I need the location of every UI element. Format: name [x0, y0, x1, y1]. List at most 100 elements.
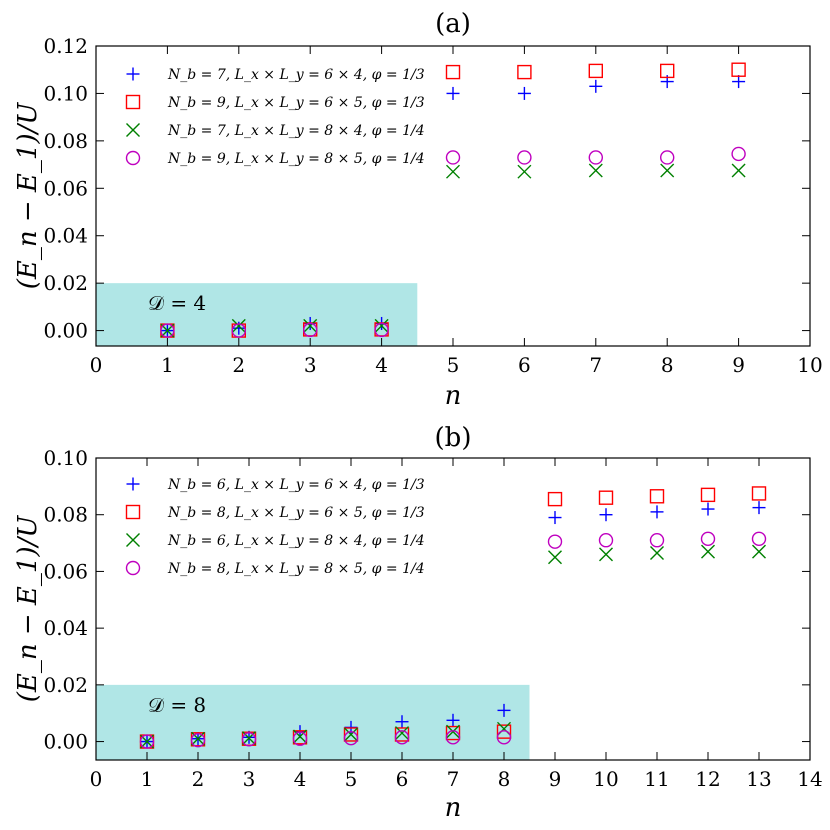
- y-tick-label: 0.08: [43, 503, 88, 527]
- y-tick-label: 0.02: [43, 271, 88, 295]
- x-tick-label: 10: [593, 767, 618, 791]
- x-tick-label: 5: [447, 353, 460, 377]
- y-tick-label: 0.06: [43, 559, 88, 583]
- legend-marker-circle: [125, 560, 141, 576]
- x-tick-label: 1: [141, 767, 154, 791]
- legend: N_b = 6, L_x × L_y = 6 × 4, φ = 1/3 N_b …: [125, 477, 425, 577]
- y-tick-label: 0.08: [43, 129, 88, 153]
- legend-entry: N_b = 6, L_x × L_y = 6 × 4, φ = 1/3: [126, 477, 425, 493]
- legend-entry: N_b = 6, L_x × L_y = 8 × 4, φ = 1/4: [126, 533, 425, 549]
- y-axis-label: (E_n − E_1)/U: [13, 102, 43, 290]
- x-tick-label: 9: [549, 767, 562, 791]
- x-tick-label: 14: [797, 767, 822, 791]
- legend-entry: N_b = 8, L_x × L_y = 6 × 5, φ = 1/3: [125, 504, 425, 521]
- panel-b: 𝒟 = 8 0 1 2 3 4 5 6 7 8 9 10 11 12 13 140.000.020.040.…: [13, 423, 823, 823]
- y-axis-label: (E_n − E_1)/U: [13, 515, 43, 703]
- circle-marker: [445, 730, 461, 745]
- square-marker: [343, 727, 359, 742]
- data-markers: [139, 486, 767, 749]
- x-tick-label: 4: [294, 767, 307, 791]
- legend-marker-square: [125, 504, 141, 520]
- x-tick-label: 6: [396, 767, 409, 791]
- cross-marker: [374, 318, 389, 333]
- cross-marker: [599, 547, 613, 562]
- y-tick-label: 0.00: [43, 319, 88, 343]
- plus-marker: [752, 501, 766, 515]
- legend-label: N_b = 6, L_x × L_y = 8 × 4, φ = 1/4: [167, 533, 425, 549]
- square-marker: [517, 64, 532, 80]
- legend-marker-cross: [126, 123, 140, 137]
- legend-marker-plus: [126, 67, 140, 81]
- legend-label: N_b = 9, L_x × L_y = 8 × 5, φ = 1/4: [167, 151, 425, 167]
- x-tick-label: 8: [498, 767, 511, 791]
- y-tick-label: 0.10: [43, 81, 88, 105]
- square-marker: [588, 63, 603, 79]
- circle-marker: [190, 732, 206, 748]
- cross-marker: [701, 544, 715, 559]
- circle-marker: [649, 533, 665, 548]
- legend-label: N_b = 8, L_x × L_y = 6 × 5, φ = 1/3: [167, 505, 425, 521]
- legend-marker-cross: [126, 533, 140, 547]
- circle-marker: [751, 531, 767, 547]
- axis-ticks: 0 1 2 3 4 5 6 7 8 9 10 11 12 13 140.000.020.040.060.08…: [43, 446, 822, 791]
- plus-marker: [701, 502, 715, 516]
- cross-marker: [191, 731, 205, 746]
- circle-marker: [517, 150, 532, 165]
- cross-marker: [446, 724, 460, 739]
- cross-marker: [650, 546, 664, 560]
- cross-marker: [731, 163, 746, 178]
- square-marker: [547, 491, 563, 507]
- x-tick-label: 5: [345, 767, 358, 791]
- x-tick-label: 2: [192, 767, 205, 791]
- panel-title: (a): [435, 9, 471, 39]
- degeneracy-region: [96, 684, 530, 760]
- legend-entry: N_b = 9, L_x × L_y = 8 × 5, φ = 1/4: [125, 150, 425, 167]
- degeneracy-label: 𝒟 = 4: [148, 291, 206, 315]
- x-tick-label: 13: [746, 767, 771, 791]
- y-tick-label: 0.02: [43, 673, 88, 697]
- square-marker: [731, 62, 746, 77]
- y-tick-label: 0.12: [43, 34, 88, 58]
- square-marker: [598, 490, 614, 505]
- plus-marker: [732, 75, 746, 89]
- square-marker: [445, 725, 461, 741]
- cross-marker: [588, 163, 603, 178]
- cross-marker: [231, 318, 246, 333]
- degeneracy-region: [96, 283, 418, 346]
- cross-marker: [752, 544, 766, 559]
- x-tick-label: 12: [695, 767, 720, 791]
- x-tick-label: 10: [797, 353, 822, 377]
- y-tick-label: 0.10: [43, 446, 88, 470]
- y-tick-label: 0.04: [43, 224, 88, 248]
- y-tick-label: 0.06: [43, 176, 88, 200]
- x-tick-label: 0: [90, 767, 103, 791]
- circle-marker: [303, 322, 318, 338]
- legend-entry: N_b = 9, L_x × L_y = 6 × 5, φ = 1/3: [125, 94, 425, 111]
- circle-marker: [241, 732, 257, 747]
- circle-marker: [660, 150, 675, 165]
- x-tick-label: 7: [589, 353, 602, 377]
- y-tick-label: 0.00: [43, 730, 88, 754]
- cross-marker: [517, 164, 532, 179]
- cross-marker: [395, 726, 409, 741]
- circle-marker: [731, 146, 746, 162]
- cross-marker: [293, 729, 307, 744]
- legend-label: N_b = 6, L_x × L_y = 6 × 4, φ = 1/3: [167, 477, 425, 493]
- legend-marker-square: [125, 94, 141, 110]
- plus-marker: [446, 713, 460, 727]
- x-tick-label: 7: [447, 767, 460, 791]
- circle-marker: [598, 533, 614, 548]
- circle-marker: [343, 730, 359, 746]
- x-tick-label: 4: [375, 353, 388, 377]
- circle-marker: [700, 531, 716, 547]
- x-tick-label: 1: [161, 353, 174, 377]
- x-tick-label: 3: [243, 767, 256, 791]
- plus-marker: [650, 505, 664, 519]
- legend: N_b = 7, L_x × L_y = 6 × 4, φ = 1/3 N_b …: [125, 67, 425, 167]
- legend-marker-plus: [126, 477, 140, 491]
- panel-title: (b): [435, 423, 472, 453]
- circle-marker: [139, 734, 155, 749]
- legend-entry: N_b = 7, L_x × L_y = 6 × 4, φ = 1/3: [126, 67, 425, 83]
- circle-marker: [160, 323, 175, 338]
